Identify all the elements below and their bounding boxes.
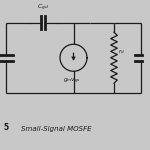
Text: 5: 5 — [3, 123, 8, 132]
Text: $C_{gd}$: $C_{gd}$ — [37, 3, 49, 14]
Text: $g_m v_{gs}$: $g_m v_{gs}$ — [63, 77, 81, 86]
Text: $r_d$: $r_d$ — [118, 47, 125, 56]
Text: Small-Signal MOSFE: Small-Signal MOSFE — [21, 126, 92, 132]
